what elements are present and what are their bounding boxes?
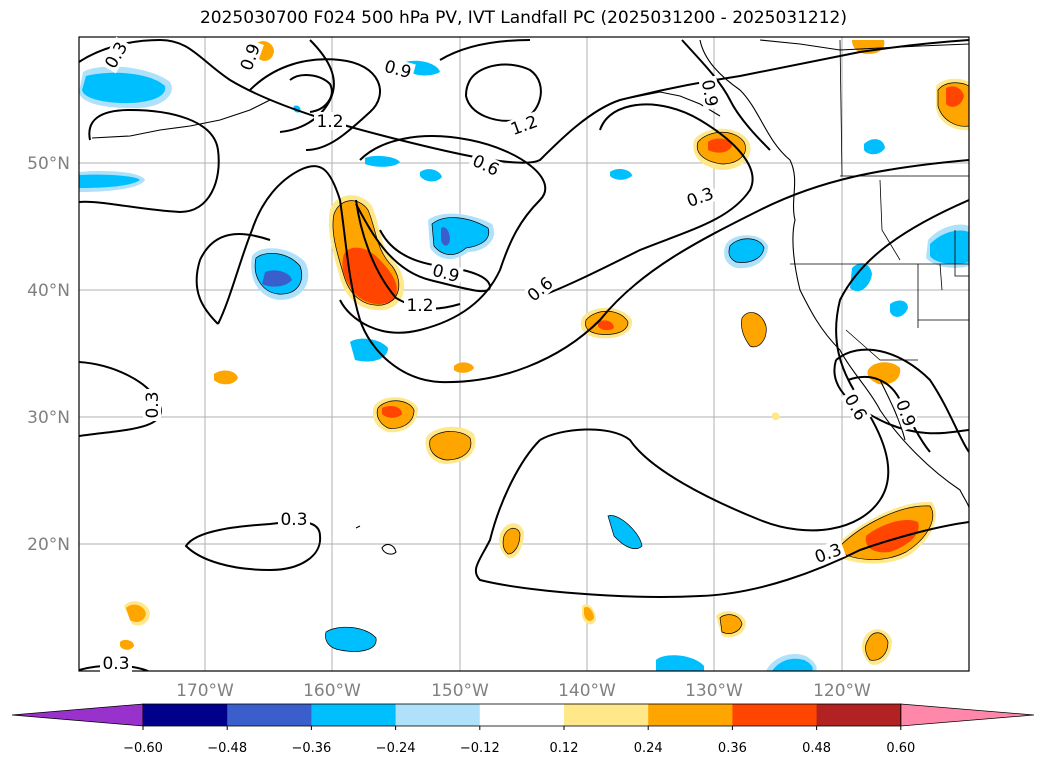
colorbar-tick-label: −0.12 [460, 741, 500, 756]
colorbar-tick-label: 0.36 [718, 741, 747, 756]
contour-label-bg [100, 36, 132, 74]
colorbar-tick-label: 0.24 [634, 741, 663, 756]
map-frame [78, 36, 970, 672]
colorbar-segment [479, 704, 565, 726]
lat-tick-label: 50°N [27, 154, 70, 174]
lon-tick-label: 130°W [685, 681, 743, 701]
contour-label: 0.9 [697, 78, 721, 108]
contour-label-bg [840, 388, 872, 426]
contour-label-bg [809, 539, 847, 567]
colorbar-tick-label: 0.12 [550, 741, 579, 756]
colorbar-tick-label: 0.60 [886, 741, 915, 756]
contour-label-bg [143, 389, 161, 421]
contour-label-bg [892, 394, 920, 432]
contour-label-bg [467, 150, 505, 180]
contour-label-bg [505, 111, 543, 139]
pv-contours [79, 38, 969, 671]
colorbar-segment [816, 704, 902, 726]
lat-tick-label: 20°N [27, 535, 70, 555]
contour-label: 1.2 [406, 296, 433, 316]
lon-tick-label: 160°W [303, 681, 361, 701]
colorbar-segment [395, 704, 481, 726]
colorbar-frame [142, 703, 902, 727]
lon-tick-labels: 170°W 160°W 150°W 140°W 130°W 120°W [176, 681, 871, 701]
colorbar-tick-label: −0.60 [123, 741, 163, 756]
colorbar-segment [143, 704, 228, 726]
contour-label: 0.3 [102, 654, 129, 674]
colorbar-tick-label: −0.36 [291, 741, 331, 756]
lon-tick-label: 140°W [558, 681, 616, 701]
colorbar-tick-labels: −0.60 −0.48 −0.36 −0.24 −0.12 0.12 0.24 0.36 0.4… [123, 726, 915, 756]
colorbar-extend-high [900, 703, 1035, 727]
contour-label-bg [314, 112, 346, 130]
contour-label-bg [428, 260, 464, 286]
colorbar-tick-label: 0.48 [802, 741, 831, 756]
colorbar-tick-label: −0.48 [207, 741, 247, 756]
colorbar-segment [648, 704, 733, 726]
colorbar-segment [564, 704, 649, 726]
contour-label: 1.2 [316, 112, 343, 132]
colorbar-segment [311, 704, 397, 726]
lat-tick-labels: 50°N 40°N 30°N 20°N [27, 154, 70, 555]
contour-label: 0.3 [143, 391, 163, 418]
contour-label-bg [681, 183, 719, 211]
lat-tick-label: 30°N [27, 408, 70, 428]
contour-label-bg [698, 75, 722, 111]
contour-label-bg [236, 38, 264, 76]
lat-tick-label: 40°N [27, 281, 70, 301]
colorbar-tick-label: −0.24 [376, 741, 416, 756]
contour-label-bg [404, 296, 436, 314]
colorbar-segment [732, 704, 818, 726]
map-panel [79, 37, 969, 671]
borders [790, 39, 969, 361]
lon-tick-label: 170°W [176, 681, 234, 701]
colorbar-extend-low [11, 703, 144, 727]
map-title: 2025030700 F024 500 hPa PV, IVT Landfall… [199, 8, 847, 28]
contour-label-bg [100, 654, 132, 672]
lon-tick-label: 120°W [813, 681, 871, 701]
contour-label-bg [521, 271, 559, 307]
lon-tick-label: 150°W [431, 681, 489, 701]
contour-label-bg [278, 510, 310, 528]
contour-label: 0.3 [280, 510, 307, 530]
colorbar [11, 703, 1035, 727]
contour-label-bg [380, 56, 416, 82]
ivt-shading [79, 40, 969, 671]
colorbar-segment [227, 704, 312, 726]
